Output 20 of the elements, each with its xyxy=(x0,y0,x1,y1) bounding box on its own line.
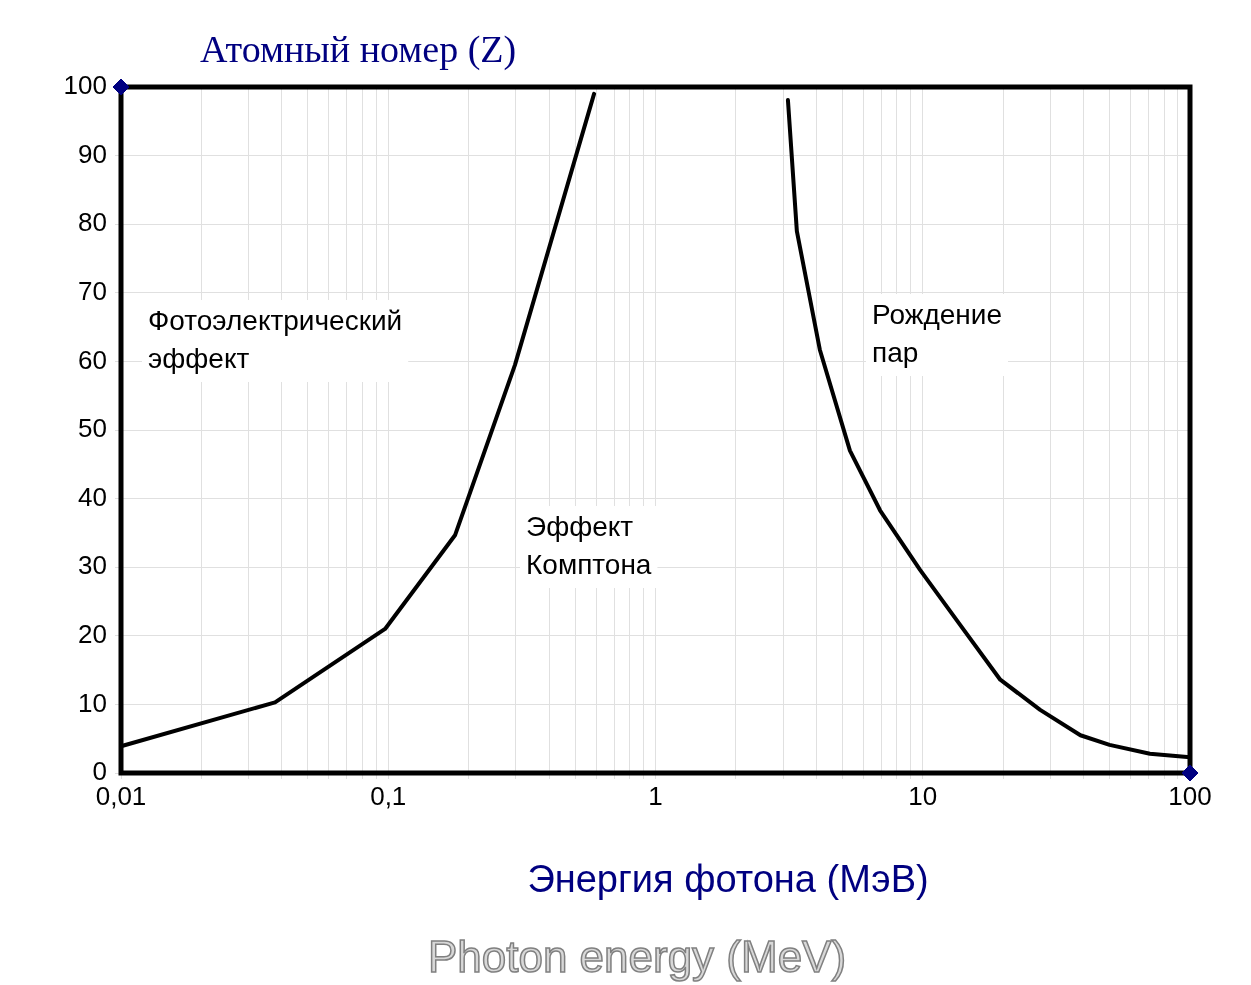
y-axis-title: Атомный номер (Z) xyxy=(200,27,517,71)
y-tick-label: 20 xyxy=(78,618,107,649)
x-tick-label: 0,1 xyxy=(370,780,407,811)
y-tick-label: 40 xyxy=(78,481,107,512)
y-tick-label: 60 xyxy=(78,344,107,375)
y-tick-label: 70 xyxy=(78,275,107,306)
y-tick-label: 10 xyxy=(78,687,107,718)
annotation: Эффект Комптона xyxy=(526,510,652,580)
annotation: Рождение пар xyxy=(872,298,1003,368)
text: Photon energy (MeV) xyxy=(427,932,847,982)
annotation: Фотоэлектрический эффект xyxy=(148,304,403,374)
y-tick-label: 80 xyxy=(78,207,107,238)
x-axis-title: Энергия фотона (МэВ) xyxy=(527,858,929,901)
x-tick-label: 1 xyxy=(648,780,663,811)
x-tick-label: 10 xyxy=(908,780,938,811)
x-tick-label: 100 xyxy=(1168,780,1212,811)
y-tick-label: 100 xyxy=(63,70,107,101)
y-tick-label: 90 xyxy=(78,138,107,169)
y-tick-label: 30 xyxy=(78,550,107,581)
y-tick-label: 50 xyxy=(78,413,107,444)
